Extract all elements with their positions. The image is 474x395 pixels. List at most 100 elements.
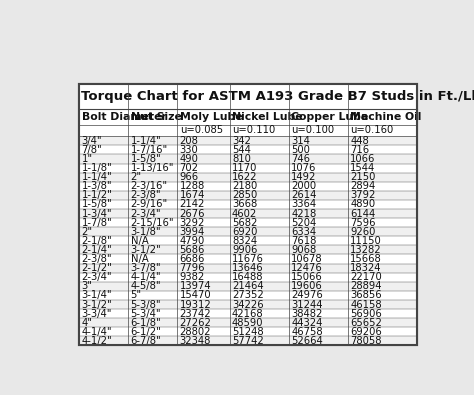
Text: 9906: 9906 (232, 245, 257, 255)
Text: 1-3/4": 1-3/4" (82, 209, 112, 218)
Bar (80, 327, 418, 337)
Text: 1622: 1622 (232, 172, 257, 182)
Bar (80, 125, 418, 136)
Bar (80, 154, 418, 164)
Text: 1-7/8": 1-7/8" (82, 218, 112, 228)
Text: 2142: 2142 (180, 199, 205, 209)
Text: 500: 500 (291, 145, 310, 155)
Text: 7796: 7796 (180, 263, 205, 273)
Text: 1-5/8": 1-5/8" (131, 154, 162, 164)
Text: 42168: 42168 (232, 308, 264, 319)
Text: 1-7/16": 1-7/16" (131, 145, 168, 155)
Text: 6686: 6686 (180, 254, 205, 264)
Text: Copper Lube: Copper Lube (291, 112, 368, 122)
Text: 810: 810 (232, 154, 251, 164)
Text: 1-1/4": 1-1/4" (131, 136, 162, 146)
Text: 9260: 9260 (350, 227, 376, 237)
Text: 19606: 19606 (291, 281, 323, 292)
Text: 3-3/4": 3-3/4" (82, 308, 112, 319)
Text: 27352: 27352 (232, 290, 264, 301)
Text: 2180: 2180 (232, 181, 257, 191)
Text: 52664: 52664 (291, 336, 323, 346)
Text: 6-7/8": 6-7/8" (131, 336, 162, 346)
Text: N/A: N/A (131, 236, 148, 246)
Text: 4": 4" (82, 318, 92, 328)
Text: 7618: 7618 (291, 236, 317, 246)
Text: 3-1/4": 3-1/4" (82, 290, 112, 301)
Text: 1-13/16": 1-13/16" (131, 163, 174, 173)
Text: u=0.110: u=0.110 (232, 126, 275, 135)
Text: 544: 544 (232, 145, 251, 155)
Text: 1674: 1674 (180, 190, 205, 200)
Text: 4602: 4602 (232, 209, 257, 218)
Text: 48590: 48590 (232, 318, 264, 328)
Bar (80, 84, 418, 109)
Text: 3": 3" (82, 281, 92, 292)
Text: 13646: 13646 (232, 263, 264, 273)
Bar (80, 136, 418, 145)
Text: 8324: 8324 (232, 236, 257, 246)
Text: 56906: 56906 (350, 308, 382, 319)
Text: 15668: 15668 (350, 254, 382, 264)
Text: 6920: 6920 (232, 227, 257, 237)
Text: 3668: 3668 (232, 199, 257, 209)
Text: 22170: 22170 (350, 272, 382, 282)
Text: 51248: 51248 (232, 327, 264, 337)
Text: 6334: 6334 (291, 227, 316, 237)
Bar (80, 263, 418, 273)
Text: 2-3/8": 2-3/8" (131, 190, 161, 200)
Text: 27262: 27262 (180, 318, 211, 328)
Bar (80, 318, 418, 327)
Text: 2-3/4": 2-3/4" (131, 209, 161, 218)
Text: 5682: 5682 (232, 218, 257, 228)
Text: 1-1/2": 1-1/2" (82, 190, 112, 200)
Text: 36856: 36856 (350, 290, 382, 301)
Text: 3364: 3364 (291, 199, 316, 209)
Text: 5-3/4": 5-3/4" (131, 308, 161, 319)
Text: 16488: 16488 (232, 272, 264, 282)
Text: 1-3/8": 1-3/8" (82, 181, 112, 191)
Text: 6144: 6144 (350, 209, 375, 218)
Text: 2894: 2894 (350, 181, 375, 191)
Text: u=0.160: u=0.160 (350, 126, 393, 135)
Bar (80, 84, 418, 346)
Text: 38482: 38482 (291, 308, 323, 319)
Text: 2-1/2": 2-1/2" (82, 263, 112, 273)
Text: 32348: 32348 (180, 336, 211, 346)
Text: 78058: 78058 (350, 336, 382, 346)
Text: 2150: 2150 (350, 172, 376, 182)
Text: 57742: 57742 (232, 336, 264, 346)
Text: Moly Lube: Moly Lube (180, 112, 242, 122)
Text: 2-3/8": 2-3/8" (82, 254, 112, 264)
Text: 3994: 3994 (180, 227, 205, 237)
Text: 208: 208 (180, 136, 199, 146)
Text: 966: 966 (180, 172, 199, 182)
Text: 5686: 5686 (180, 245, 205, 255)
Text: Machine Oil: Machine Oil (350, 112, 422, 122)
Text: 314: 314 (291, 136, 310, 146)
Text: 1066: 1066 (350, 154, 376, 164)
Text: 1492: 1492 (291, 172, 317, 182)
Text: 7596: 7596 (350, 218, 376, 228)
Bar (80, 300, 418, 309)
Text: 31244: 31244 (291, 299, 323, 310)
Text: u=0.085: u=0.085 (180, 126, 223, 135)
Text: 5-3/8": 5-3/8" (131, 299, 161, 310)
Text: 18324: 18324 (350, 263, 382, 273)
Text: 6-1/2": 6-1/2" (131, 327, 162, 337)
Text: Nickel Lube: Nickel Lube (232, 112, 303, 122)
Text: Torque Chart for ASTM A193 Grade B7 Studs in Ft./Lbs.: Torque Chart for ASTM A193 Grade B7 Stud… (82, 90, 474, 103)
Text: 11150: 11150 (350, 236, 382, 246)
Bar (80, 173, 418, 182)
Text: 5204: 5204 (291, 218, 317, 228)
Text: 4790: 4790 (180, 236, 205, 246)
Text: 11676: 11676 (232, 254, 264, 264)
Text: 746: 746 (291, 154, 310, 164)
Bar (80, 254, 418, 263)
Text: 13282: 13282 (350, 245, 382, 255)
Text: 65652: 65652 (350, 318, 382, 328)
Text: 24976: 24976 (291, 290, 323, 301)
Text: 3-1/2": 3-1/2" (131, 245, 162, 255)
Text: 702: 702 (180, 163, 199, 173)
Bar (80, 84, 418, 346)
